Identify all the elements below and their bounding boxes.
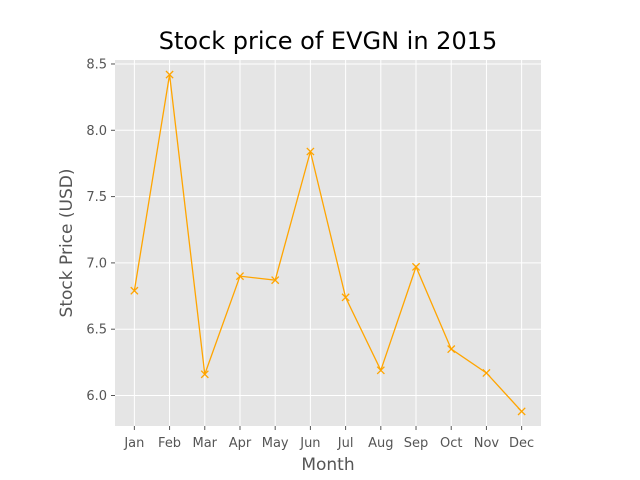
y-tick-label: 7.5 bbox=[86, 190, 107, 205]
x-axis: Jan Feb Mar Apr May Jun Jul Aug Sep Oct Nov Dec bbox=[123, 426, 534, 451]
x-tick-label: Jun bbox=[299, 436, 320, 451]
chart-title: Stock price of EVGN in 2015 bbox=[159, 27, 498, 55]
data-point bbox=[517, 407, 526, 416]
x-tick-label: Apr bbox=[229, 436, 252, 451]
series-line bbox=[133, 74, 523, 412]
data-point bbox=[200, 370, 209, 379]
data-point bbox=[341, 293, 350, 302]
data-point bbox=[447, 345, 456, 354]
y-axis: 6.0 6.5 7.0 7.5 8.0 8.5 bbox=[86, 57, 115, 404]
x-tick-label: Sep bbox=[404, 436, 429, 451]
data-point bbox=[271, 276, 280, 285]
y-tick-label: 6.5 bbox=[86, 323, 107, 338]
x-axis-label: Month bbox=[301, 455, 354, 475]
y-tick-label: 8.5 bbox=[86, 57, 107, 72]
data-point bbox=[306, 147, 315, 156]
grid-lines bbox=[115, 60, 541, 426]
x-tick-label: Jul bbox=[337, 436, 354, 451]
x-tick-label: Aug bbox=[368, 436, 393, 451]
x-tick-label: Mar bbox=[193, 436, 218, 451]
x-tick-label: Nov bbox=[474, 436, 500, 451]
y-axis-label: Stock Price (USD) bbox=[57, 169, 77, 318]
data-point bbox=[376, 366, 385, 375]
data-point bbox=[130, 286, 139, 295]
data-point bbox=[411, 262, 421, 271]
plot-area bbox=[115, 60, 541, 426]
y-tick-label: 8.0 bbox=[86, 124, 107, 139]
x-tick-label: Dec bbox=[509, 436, 534, 451]
x-tick-label: Jan bbox=[123, 436, 144, 451]
x-tick-label: Oct bbox=[440, 436, 462, 451]
data-point bbox=[235, 272, 245, 281]
data-point bbox=[165, 70, 174, 79]
x-tick-label: Feb bbox=[158, 436, 181, 451]
series-markers bbox=[130, 70, 526, 416]
y-tick-label: 7.0 bbox=[86, 256, 107, 271]
x-tick-label: May bbox=[262, 436, 289, 451]
data-point bbox=[482, 368, 491, 378]
y-tick-label: 6.0 bbox=[86, 389, 107, 404]
